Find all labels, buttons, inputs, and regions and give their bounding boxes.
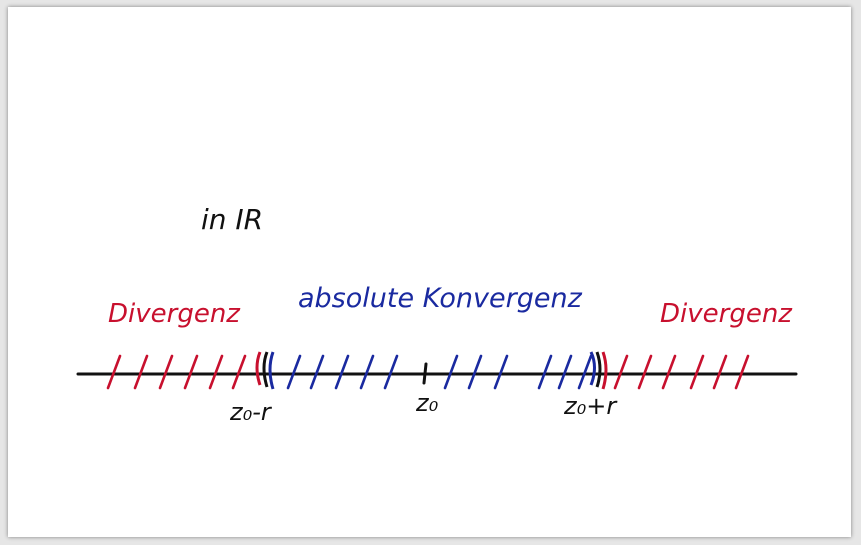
divergence-left-label: Divergenz xyxy=(108,299,241,329)
hatch-mark xyxy=(493,354,509,390)
hatch-mark xyxy=(208,354,224,390)
hatch-mark xyxy=(734,354,750,390)
convergence-label: absolute Konvergenz xyxy=(298,283,583,314)
hatch-mark xyxy=(106,354,122,390)
hatch-mark xyxy=(613,354,629,390)
hatch-mark xyxy=(712,354,728,390)
point-label-center: z₀ xyxy=(415,389,439,417)
center-tick xyxy=(422,362,428,385)
hatch-mark xyxy=(383,354,399,390)
diagram-canvas: in IR Divergenz absolute Konvergenz Dive… xyxy=(76,203,798,426)
point-label-right: z₀+r xyxy=(563,392,618,420)
hatch-mark xyxy=(133,354,149,390)
divergence-left-hatching xyxy=(106,354,247,390)
whiteboard-page: in IR Divergenz absolute Konvergenz Dive… xyxy=(8,7,851,537)
hatch-mark xyxy=(577,354,593,390)
right-boundary-bracket xyxy=(589,351,608,390)
hatch-mark xyxy=(183,354,199,390)
hatch-mark xyxy=(334,354,350,390)
hatch-mark xyxy=(231,354,247,390)
hatch-mark xyxy=(443,354,459,390)
divergence-right-hatching xyxy=(613,354,750,390)
hatch-mark xyxy=(359,354,375,390)
context-label: in IR xyxy=(201,203,263,236)
hatch-mark xyxy=(537,354,553,390)
left-boundary-bracket xyxy=(255,351,275,390)
hatch-mark xyxy=(689,354,705,390)
point-label-left: z₀-r xyxy=(229,398,273,426)
hatch-mark xyxy=(286,354,302,390)
hatch-mark xyxy=(661,354,677,390)
convergence-hatching xyxy=(286,354,593,390)
hatch-mark xyxy=(557,354,573,390)
hatch-mark xyxy=(637,354,653,390)
hatch-mark xyxy=(467,354,483,390)
hatch-mark xyxy=(309,354,325,390)
divergence-right-label: Divergenz xyxy=(660,299,793,329)
hatch-mark xyxy=(158,354,174,390)
